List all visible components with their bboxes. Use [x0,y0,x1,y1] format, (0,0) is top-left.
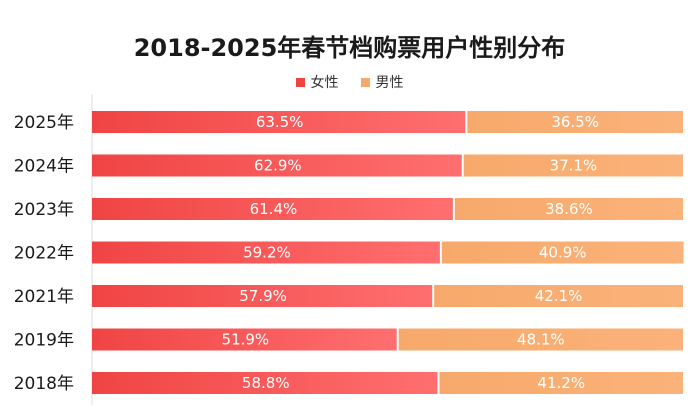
bar-male [398,328,683,351]
y-tick-label: 2019年 [14,331,74,351]
data-label-female: 61.4% [250,200,298,218]
data-label-female: 58.8% [242,374,290,392]
data-label-male: 42.1% [535,287,583,305]
bar-female [92,198,453,220]
bar-male [441,241,684,264]
data-label-male: 37.1% [550,157,598,175]
y-tick-label: 2025年 [14,113,74,133]
data-label-male: 48.1% [517,331,565,349]
bar-female [92,111,466,133]
bar-male [454,198,683,220]
y-tick-label: 2023年 [14,200,74,220]
legend-label-female: 女性 [310,75,339,91]
data-label-male: 41.2% [537,374,585,392]
legend-item-male: 男性 [360,72,404,92]
data-label-female: 63.5% [256,113,304,131]
legend-label-male: 男性 [375,75,404,91]
data-label-female: 57.9% [239,287,287,305]
y-tick-label: 2022年 [14,244,74,264]
bar-female [92,285,433,307]
bar-male [467,111,683,133]
data-label-male: 36.5% [551,113,599,131]
data-label-female: 62.9% [254,157,302,175]
bar-male [463,154,683,177]
chart-title: 2018-2025年春节档购票用户性别分布 [133,34,566,62]
data-label-male: 40.9% [539,244,587,262]
bar-female [92,328,397,351]
bar-female [92,154,462,177]
bar-male [439,372,683,394]
bar-female [92,372,438,394]
y-tick-label: 2018年 [14,374,74,394]
data-label-female: 59.2% [243,244,291,262]
data-label-female: 51.9% [222,331,270,349]
data-label-male: 38.6% [545,200,593,218]
legend-swatch-male [360,77,370,87]
legend: 女性 男性 [0,72,699,92]
y-tick-label: 2021年 [14,287,74,307]
y-tick-label: 2024年 [14,157,74,177]
legend-item-female: 女性 [295,72,339,92]
bar-female [92,241,440,264]
bar-male [434,285,683,307]
legend-swatch-female [295,77,305,87]
